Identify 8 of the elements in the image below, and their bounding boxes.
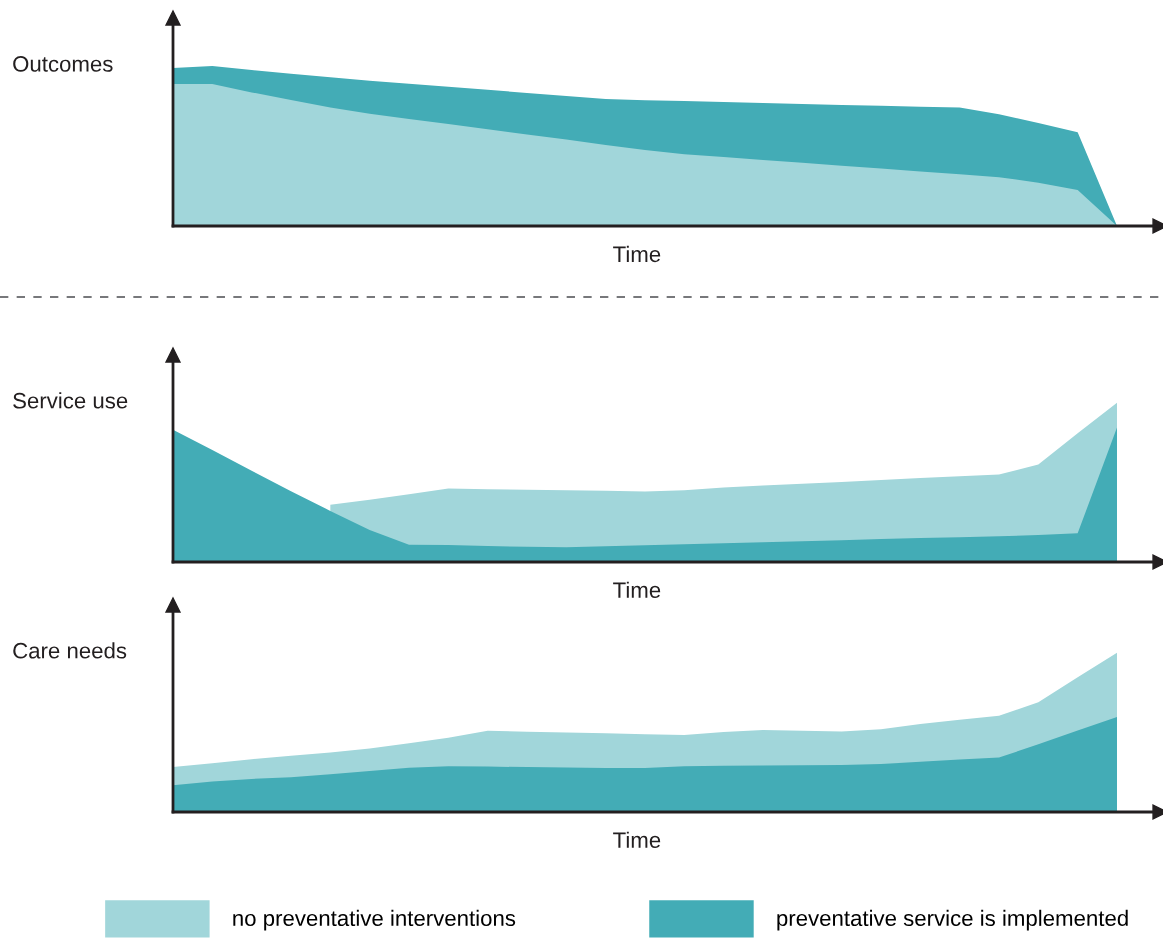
x-axis-title: Time bbox=[613, 245, 661, 263]
x-axis-title: Time bbox=[613, 831, 661, 848]
legend-label: no preventative interventions bbox=[233, 909, 516, 931]
y-axis-title: Outcomes bbox=[13, 56, 113, 72]
x-axis-title: Time bbox=[613, 581, 661, 598]
y-axis-title: Service use bbox=[13, 392, 128, 409]
y-axis-title: Care needs bbox=[13, 642, 127, 659]
legend-label: preventative service is implemented bbox=[777, 909, 1128, 931]
